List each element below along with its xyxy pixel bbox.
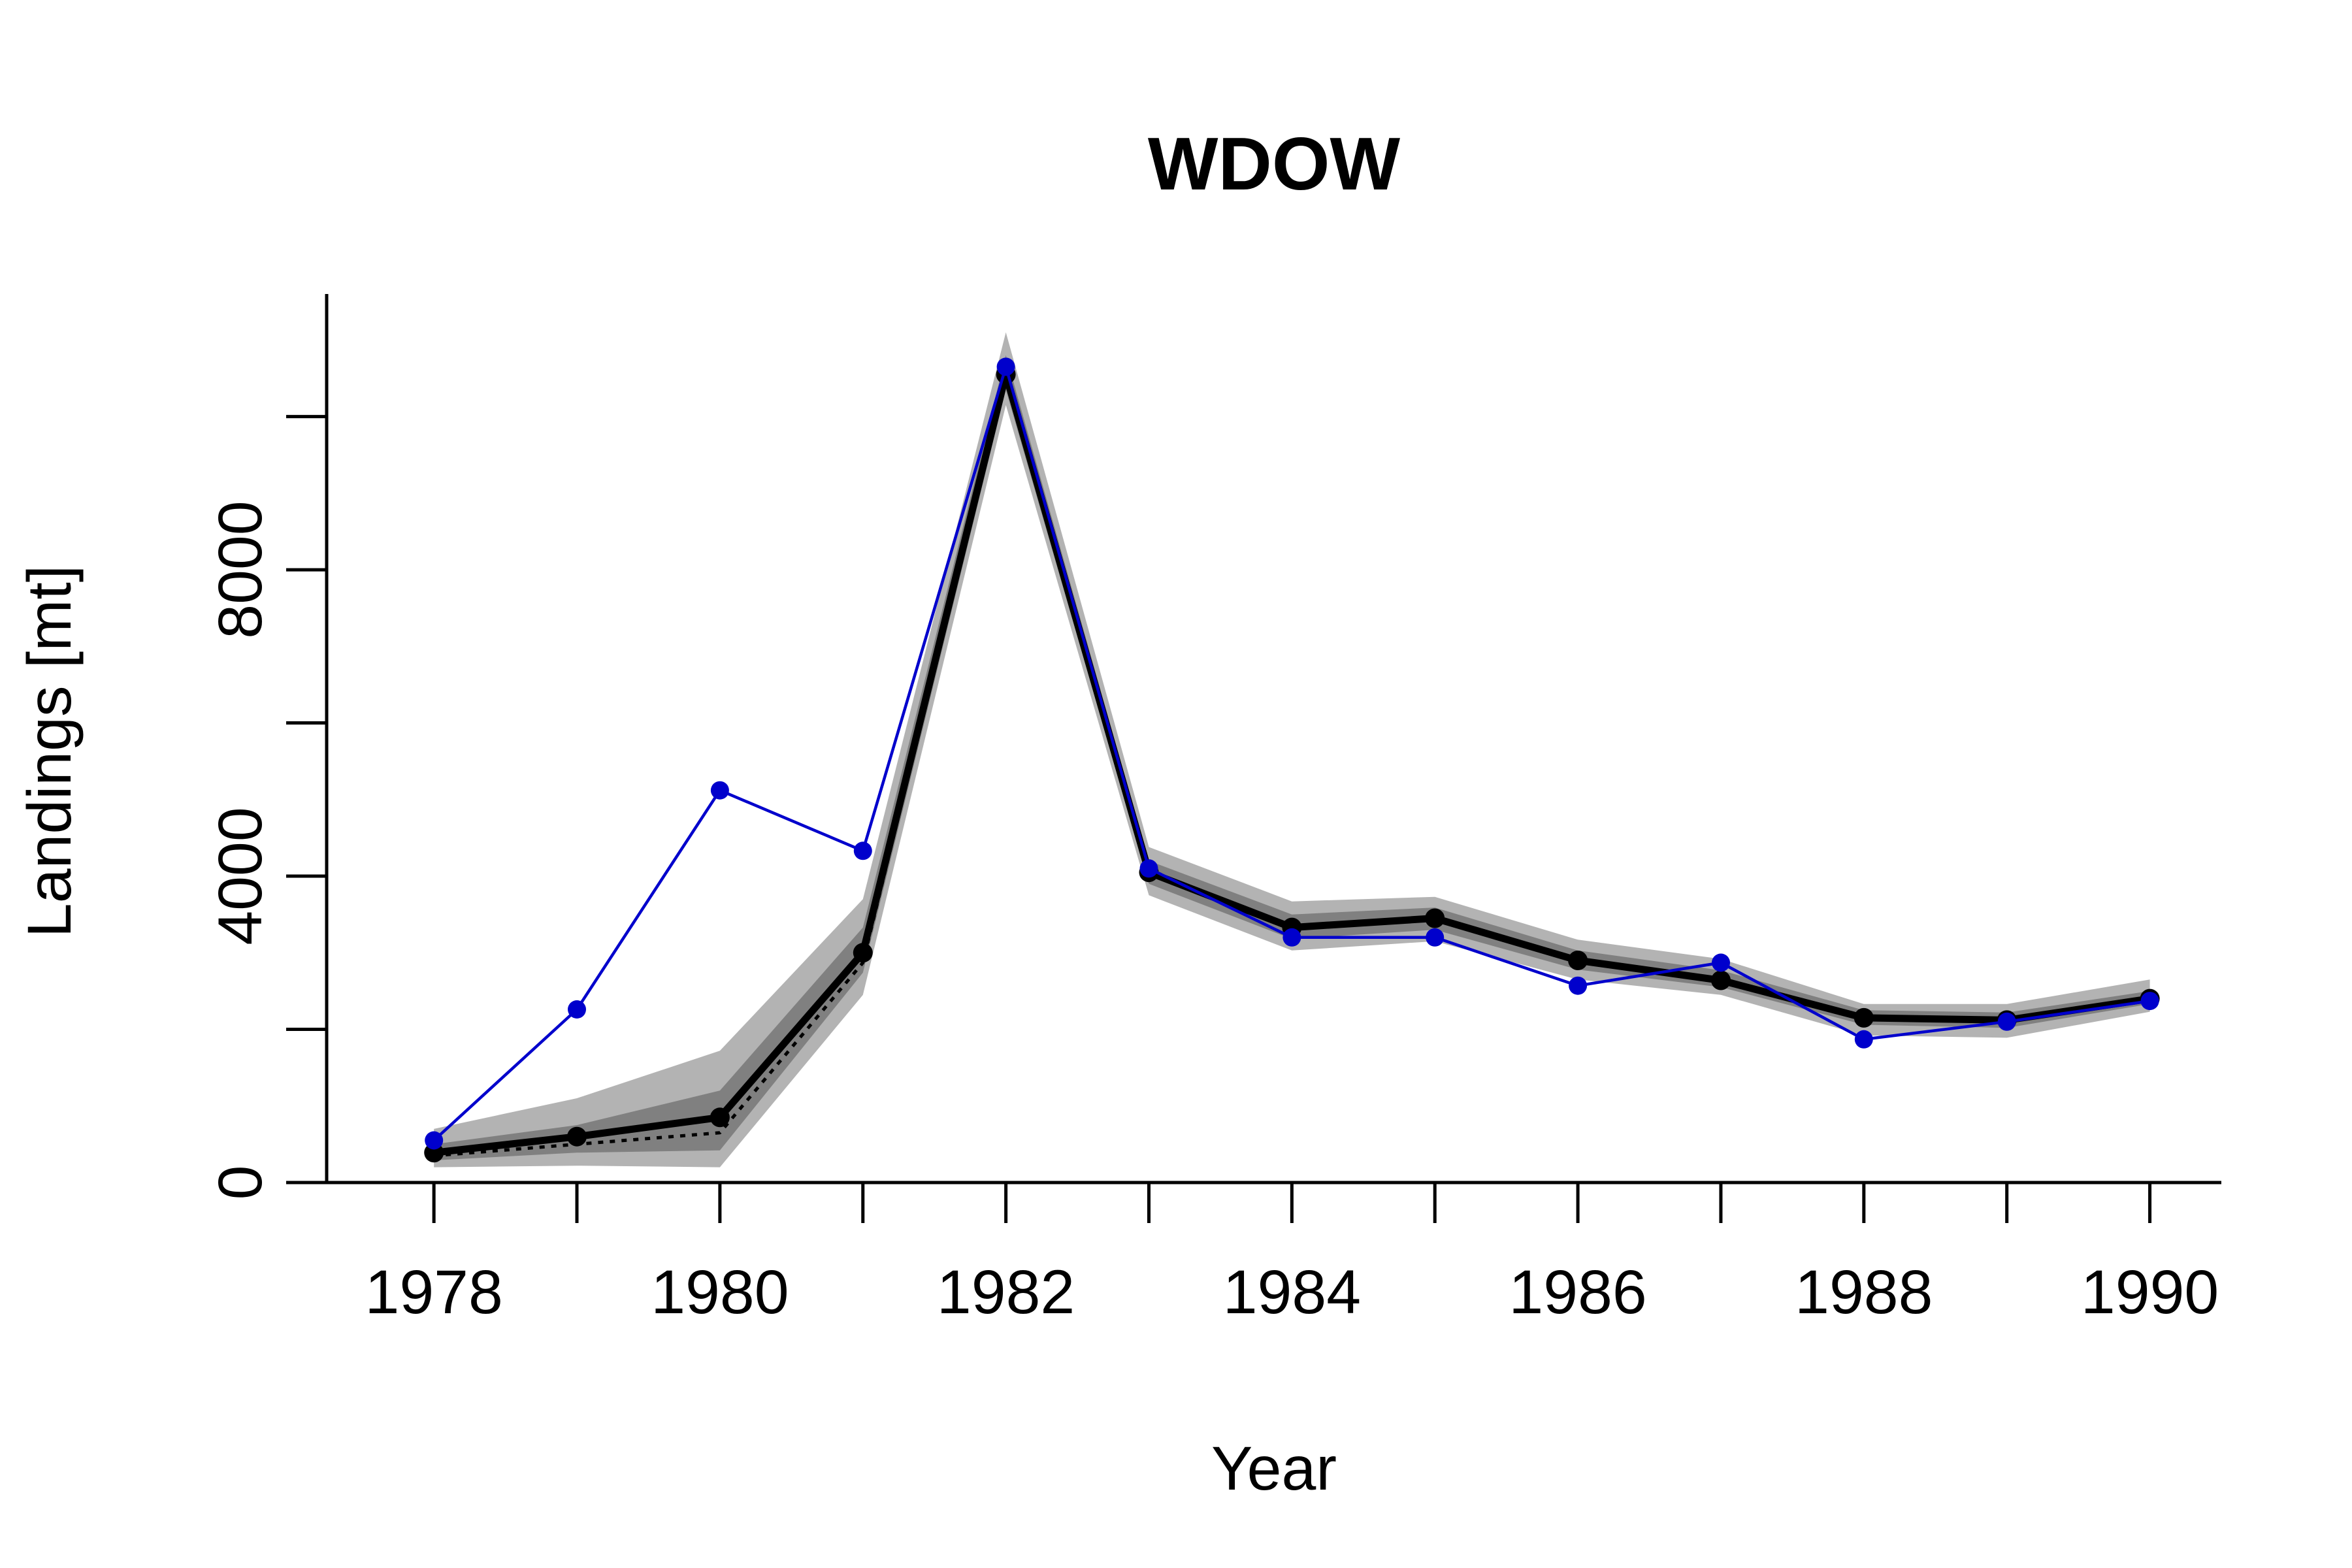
observed-point — [1712, 953, 1730, 972]
x-tick-label: 1978 — [365, 1258, 503, 1327]
observed-point — [2140, 992, 2159, 1011]
estimated-point — [1854, 1007, 1874, 1028]
x-axis-label: Year — [1211, 1434, 1337, 1503]
y-tick-label: 0 — [206, 1166, 275, 1200]
x-tick-label: 1986 — [1509, 1258, 1646, 1327]
observed-point — [996, 357, 1015, 376]
observed-point — [1854, 1030, 1873, 1049]
observed-point — [710, 781, 729, 800]
x-tick-label: 1982 — [937, 1258, 1075, 1327]
y-tick-label: 4000 — [206, 807, 275, 945]
x-tick-label: 1980 — [651, 1258, 789, 1327]
observed-point — [1997, 1012, 2016, 1031]
interval-bands — [434, 332, 2150, 1168]
x-tick-label: 1984 — [1223, 1258, 1361, 1327]
y-tick-label: 8000 — [206, 500, 275, 638]
observed-point — [1139, 859, 1158, 878]
estimated-point — [1711, 970, 1731, 990]
observed-point — [853, 841, 872, 860]
outer-interval-band — [434, 332, 2150, 1168]
observed-point — [1569, 976, 1588, 995]
observed-point — [1426, 928, 1445, 947]
chart-title: WDOW — [1148, 123, 1401, 206]
estimated-point — [710, 1107, 730, 1128]
estimated-point — [567, 1126, 587, 1147]
axes: 1978 1980 1982 1984 1986 1988 1990 0 4000 8000 — [206, 294, 2221, 1327]
x-tick-label: 1990 — [2081, 1258, 2219, 1327]
series-lines — [424, 357, 2160, 1163]
x-tick-label: 1988 — [1795, 1258, 1933, 1327]
y-axis-label: Landings [mt] — [15, 565, 84, 938]
observed-point — [568, 1000, 586, 1019]
inner-interval-band — [434, 355, 2150, 1160]
observed-point — [425, 1131, 444, 1150]
observed-point — [1282, 928, 1301, 947]
median-series-line — [433, 372, 2150, 1158]
estimated-point — [1568, 951, 1588, 970]
estimated-point — [853, 943, 873, 963]
